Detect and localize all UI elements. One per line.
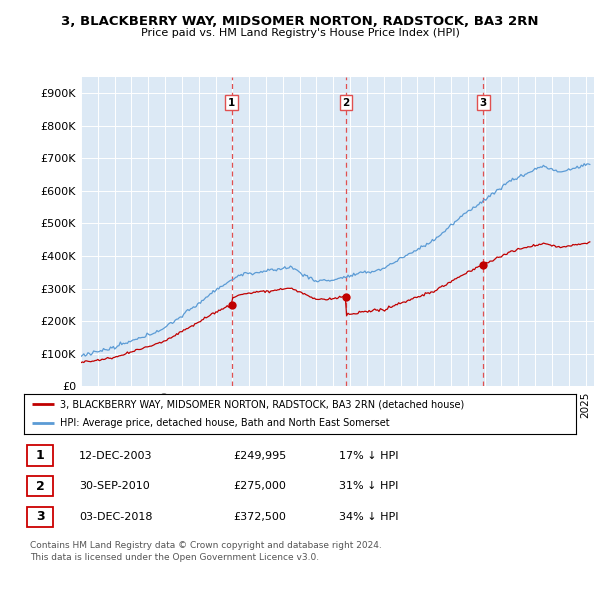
FancyBboxPatch shape <box>27 507 53 527</box>
Text: £372,500: £372,500 <box>234 512 287 522</box>
Text: 12-DEC-2003: 12-DEC-2003 <box>79 451 152 461</box>
Text: 3, BLACKBERRY WAY, MIDSOMER NORTON, RADSTOCK, BA3 2RN (detached house): 3, BLACKBERRY WAY, MIDSOMER NORTON, RADS… <box>60 399 464 409</box>
Text: 17% ↓ HPI: 17% ↓ HPI <box>338 451 398 461</box>
FancyBboxPatch shape <box>27 445 53 466</box>
Text: 3: 3 <box>35 510 44 523</box>
Text: 30-SEP-2010: 30-SEP-2010 <box>79 481 150 491</box>
Text: 31% ↓ HPI: 31% ↓ HPI <box>338 481 398 491</box>
Text: £275,000: £275,000 <box>234 481 287 491</box>
Text: Contains HM Land Registry data © Crown copyright and database right 2024.
This d: Contains HM Land Registry data © Crown c… <box>30 541 382 562</box>
Text: 03-DEC-2018: 03-DEC-2018 <box>79 512 152 522</box>
FancyBboxPatch shape <box>27 476 53 496</box>
Text: 2: 2 <box>35 480 44 493</box>
Text: 1: 1 <box>228 98 235 108</box>
Text: Price paid vs. HM Land Registry's House Price Index (HPI): Price paid vs. HM Land Registry's House … <box>140 28 460 38</box>
Text: 3: 3 <box>480 98 487 108</box>
Text: 34% ↓ HPI: 34% ↓ HPI <box>338 512 398 522</box>
Text: £249,995: £249,995 <box>234 451 287 461</box>
Text: 3, BLACKBERRY WAY, MIDSOMER NORTON, RADSTOCK, BA3 2RN: 3, BLACKBERRY WAY, MIDSOMER NORTON, RADS… <box>61 15 539 28</box>
Text: 1: 1 <box>35 449 44 462</box>
Text: 2: 2 <box>342 98 350 108</box>
Text: HPI: Average price, detached house, Bath and North East Somerset: HPI: Average price, detached house, Bath… <box>60 418 389 428</box>
